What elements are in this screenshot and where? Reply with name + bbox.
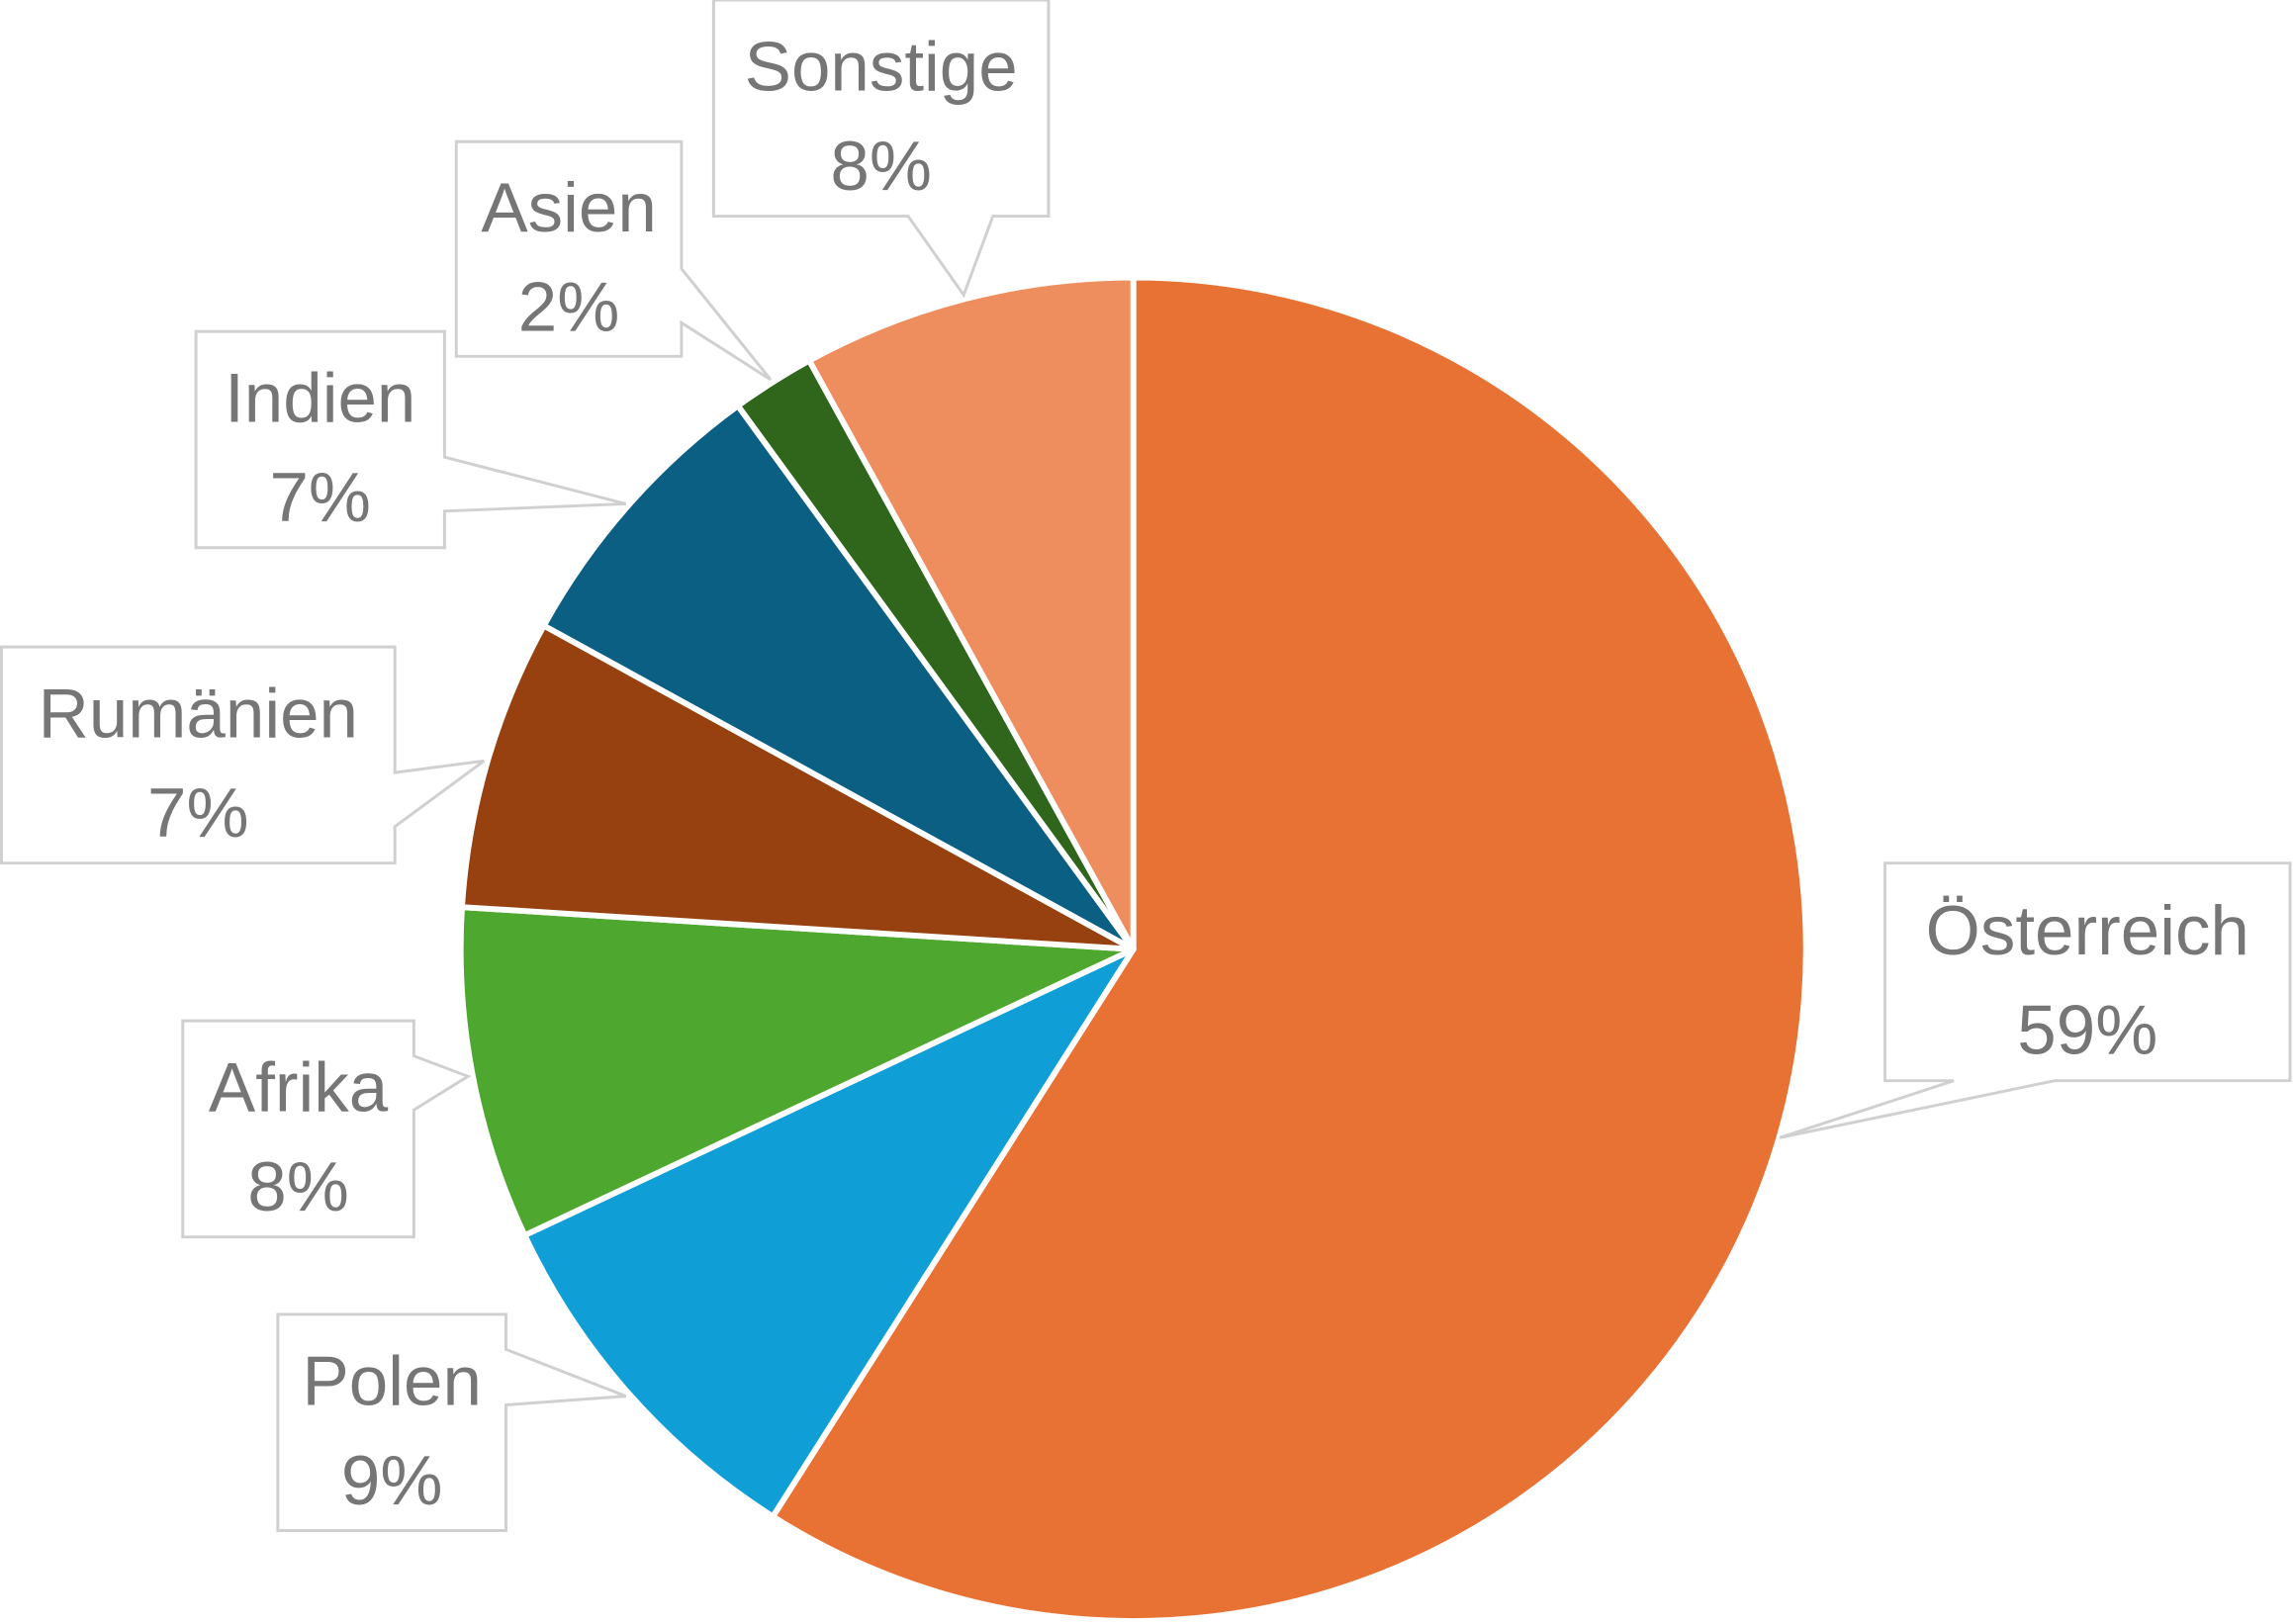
slice-label: Polen	[302, 1343, 481, 1421]
slice-percent: 8%	[247, 1148, 349, 1226]
data-label-5: Asien 2%	[454, 139, 773, 382]
data-label-2: Afrika 8%	[181, 1019, 472, 1239]
slice-label: Österreich	[1926, 892, 2249, 970]
pie-slice-3	[459, 622, 1137, 952]
data-label-4: Indien 7%	[194, 329, 627, 550]
callout-box	[454, 139, 773, 382]
pie-slice-0	[770, 274, 1809, 1624]
callout-box	[711, 0, 1051, 299]
slice-percent: 9%	[341, 1442, 443, 1520]
slice-label: Asien	[481, 169, 656, 247]
pie-slice-6	[806, 274, 1137, 952]
callout-box	[181, 1019, 472, 1239]
slice-percent: 2%	[518, 268, 620, 346]
pie-slice-2	[457, 904, 1137, 1238]
data-label-1: Polen 9%	[276, 1312, 627, 1532]
pie-slice-1	[521, 946, 1137, 1520]
slice-label: Rumänien	[39, 676, 358, 754]
slice-percent: 7%	[147, 774, 249, 853]
callout-box	[194, 329, 627, 550]
pie-slice-4	[540, 403, 1137, 952]
slice-label: Afrika	[209, 1049, 389, 1128]
data-label-3: Rumänien 7%	[0, 645, 486, 865]
data-label-0: Österreich 59%	[1779, 861, 2292, 1139]
slice-label: Indien	[225, 360, 415, 438]
slice-percent: 59%	[2017, 991, 2157, 1069]
callout-box	[0, 645, 486, 865]
data-label-6: Sonstige 8%	[711, 0, 1051, 299]
slice-percent: 7%	[269, 459, 371, 537]
callout-box	[276, 1312, 627, 1532]
callout-box	[1779, 861, 2292, 1139]
slice-label: Sonstige	[745, 29, 1018, 107]
slice-percent: 8%	[830, 128, 932, 206]
